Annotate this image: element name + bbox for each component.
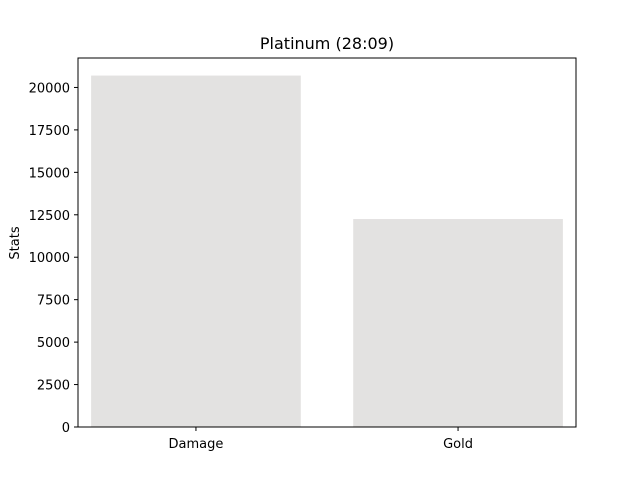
- y-tick-label: 12500: [29, 209, 70, 224]
- chart-title: Platinum (28:09): [260, 34, 394, 53]
- bars-group: [91, 75, 563, 428]
- x-tick-label: Gold: [443, 437, 473, 452]
- y-tick-label: 7500: [37, 294, 70, 309]
- y-tick-label: 5000: [37, 336, 70, 351]
- y-ticks-group: 0 2500 5000 7500 10000 12500 15000 17500 20000: [29, 81, 78, 436]
- x-tick-label: Damage: [169, 437, 224, 452]
- y-tick-label: 20000: [29, 81, 70, 96]
- x-ticks-group: Damage Gold: [169, 427, 473, 452]
- y-tick-label: 10000: [29, 251, 70, 266]
- y-tick-label: 0: [62, 421, 70, 436]
- y-tick-label: 17500: [29, 124, 70, 139]
- bar-damage: [91, 75, 301, 428]
- y-axis-label: Stats: [8, 226, 23, 259]
- y-tick-label: 15000: [29, 166, 70, 181]
- bar-gold: [353, 219, 563, 427]
- plot-frame: [77, 57, 577, 428]
- y-tick-label: 2500: [37, 379, 70, 394]
